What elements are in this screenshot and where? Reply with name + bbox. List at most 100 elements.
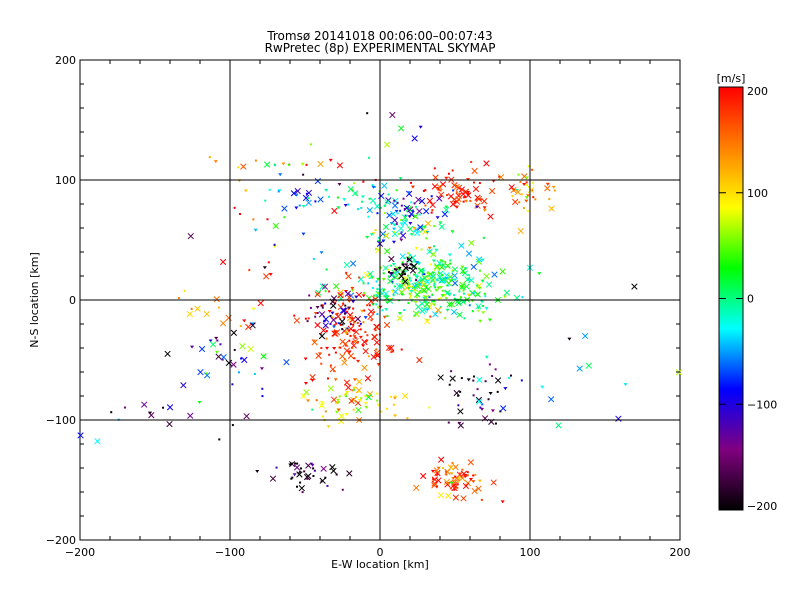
data-point-cross-142 xyxy=(390,210,397,218)
data-point-dot-152 xyxy=(374,185,377,188)
data-point-dot-328 xyxy=(410,279,413,282)
data-point-triangle-44 xyxy=(464,199,469,203)
data-point-triangle-94 xyxy=(524,176,529,180)
data-point-dot-584 xyxy=(396,212,399,215)
data-point-dot-70 xyxy=(531,168,534,171)
data-point-triangle-859 xyxy=(333,378,338,382)
data-point-triangle-591 xyxy=(397,266,402,270)
data-point-cross-34 xyxy=(481,198,488,205)
data-point-dot-718 xyxy=(362,321,365,324)
data-point-cross-120 xyxy=(436,195,443,202)
data-point-triangle-5 xyxy=(444,176,449,180)
data-point-triangle-362 xyxy=(439,286,444,290)
data-point-dot-124 xyxy=(380,206,383,209)
data-point-dot-970 xyxy=(520,379,523,382)
data-point-cross-607 xyxy=(388,255,395,263)
data-point-cross-165 xyxy=(374,203,381,210)
colorbar: [m/s] 200 100 0 −100 −200 xyxy=(717,72,778,513)
data-point-dot-24 xyxy=(437,188,440,191)
data-point-dot-936 xyxy=(458,472,461,475)
data-point-triangle-1025 xyxy=(259,367,264,371)
data-point-dot-382 xyxy=(426,271,429,274)
data-point-dot-885 xyxy=(299,481,302,484)
data-point-cross-200 xyxy=(317,160,324,168)
data-point-cross-327 xyxy=(436,260,443,267)
data-point-cross-606 xyxy=(402,278,409,285)
chart-title: Tromsø 20141018 00:06:00–00:07:43 xyxy=(266,29,492,43)
data-point-dot-438 xyxy=(362,282,365,285)
data-point-dot-480 xyxy=(401,293,404,296)
data-point-dot-656 xyxy=(325,337,328,340)
data-point-dot-786 xyxy=(308,294,311,297)
data-point-triangle-77 xyxy=(524,196,529,200)
data-point-triangle-825 xyxy=(345,390,350,394)
data-point-triangle-1062 xyxy=(319,251,324,255)
data-point-dot-479 xyxy=(415,296,418,299)
data-point-triangle-1063 xyxy=(268,272,273,276)
data-point-triangle-470 xyxy=(484,306,489,310)
data-point-triangle-287 xyxy=(447,253,452,257)
data-point-cross-275 xyxy=(384,248,391,255)
data-point-cross-1052 xyxy=(225,314,232,322)
data-point-cross-352 xyxy=(433,264,440,272)
data-point-dot-770 xyxy=(321,306,324,309)
data-point-dot-809 xyxy=(311,408,314,411)
data-point-cross-1042 xyxy=(249,322,256,329)
data-point-triangle-442 xyxy=(432,303,437,307)
data-point-dot-169 xyxy=(347,203,350,206)
data-point-triangle-359 xyxy=(480,258,485,262)
data-point-cross-530 xyxy=(392,288,399,296)
data-point-cross-557 xyxy=(382,223,390,231)
data-point-cross-1015 xyxy=(215,353,222,360)
data-point-triangle-756 xyxy=(350,286,355,290)
data-point-triangle-704 xyxy=(303,382,308,386)
data-point-cross-995 xyxy=(475,396,483,404)
data-point-dot-525 xyxy=(445,277,448,280)
data-point-triangle-485 xyxy=(397,312,402,316)
data-point-dot-867 xyxy=(324,476,327,479)
data-point-cross-572 xyxy=(417,224,424,231)
data-point-dot-887 xyxy=(313,469,316,472)
data-point-dot-976 xyxy=(457,404,460,407)
data-point-dot-674 xyxy=(328,353,331,356)
data-point-dot-125 xyxy=(418,213,421,216)
data-point-dot-539 xyxy=(433,225,436,228)
data-point-cross-196 xyxy=(314,177,321,185)
data-point-dot-870 xyxy=(341,488,344,491)
data-point-dot-417 xyxy=(433,284,436,287)
data-point-dot-421 xyxy=(467,278,470,281)
data-point-dot-721 xyxy=(333,324,336,327)
data-point-dot-151 xyxy=(371,184,374,187)
data-point-dot-633 xyxy=(366,334,369,337)
data-point-cross-602 xyxy=(411,263,418,270)
data-point-triangle-836 xyxy=(335,398,340,402)
data-point-cross-10 xyxy=(471,167,478,175)
data-point-dot-93 xyxy=(519,180,522,183)
data-point-dot-962 xyxy=(472,474,475,477)
data-point-dot-88 xyxy=(525,181,528,184)
data-point-dot-130 xyxy=(402,197,405,200)
data-point-triangle-69 xyxy=(410,185,415,189)
data-point-cross-79 xyxy=(510,186,517,194)
data-point-cross-185 xyxy=(294,187,301,195)
data-point-dot-466 xyxy=(383,288,386,291)
data-point-dot-715 xyxy=(390,351,393,354)
data-point-dot-957 xyxy=(449,487,452,490)
data-point-dot-792 xyxy=(324,302,327,305)
data-point-dot-239 xyxy=(446,284,449,287)
data-point-dot-1031 xyxy=(261,387,264,390)
data-point-triangle-673 xyxy=(358,335,363,339)
data-point-dot-842 xyxy=(406,417,409,420)
data-point-triangle-236 xyxy=(370,276,375,280)
data-point-cross-222 xyxy=(450,308,458,316)
data-point-dot-430 xyxy=(483,292,486,295)
data-point-dot-1108 xyxy=(231,424,234,427)
data-point-dot-242 xyxy=(422,269,425,272)
data-point-cross-297 xyxy=(425,285,432,293)
data-point-cross-1030 xyxy=(243,413,250,420)
colorbar-tick-label: −100 xyxy=(747,398,777,411)
data-point-triangle-1082 xyxy=(301,232,306,236)
y-tick-label: 200 xyxy=(55,54,76,67)
data-point-cross-338 xyxy=(451,266,459,273)
data-point-dot-68 xyxy=(463,190,466,193)
